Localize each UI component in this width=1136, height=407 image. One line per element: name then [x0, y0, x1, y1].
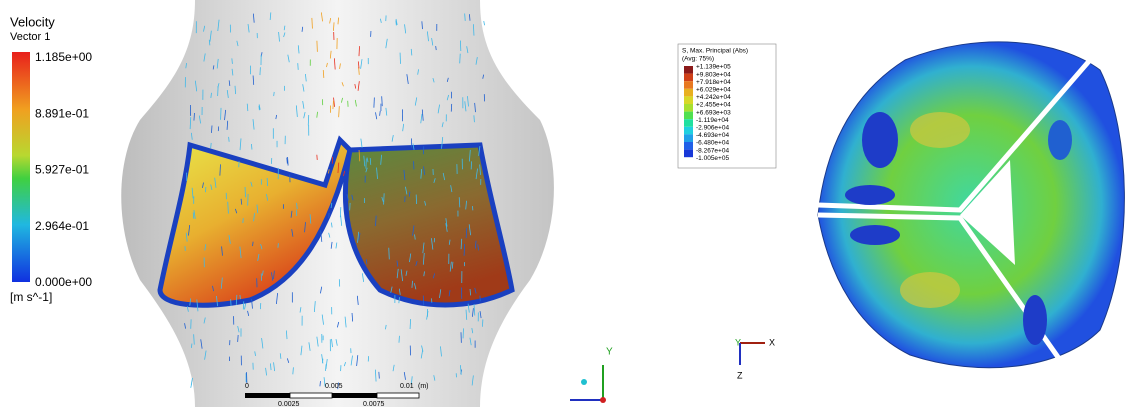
velocity-vector — [464, 244, 465, 256]
velocity-vector — [229, 137, 230, 142]
triad-label: Y — [735, 337, 741, 347]
stress-scale: +1.139e+05+9.803e+04+7.918e+04+6.029e+04… — [684, 64, 731, 162]
stress-label: +4.242e+04 — [696, 94, 731, 101]
stress-region — [862, 112, 898, 168]
colorbar-label: 2.964e-01 — [35, 219, 89, 233]
velocity-vector — [370, 158, 371, 165]
stress-swatch — [684, 142, 693, 150]
colorbar-label: 1.185e+00 — [35, 50, 92, 64]
velocity-vector — [211, 125, 212, 132]
scale-segment — [377, 393, 419, 398]
velocity-vector — [389, 248, 390, 260]
stress-label: -6.480e+04 — [696, 140, 729, 147]
scale-label: 0.0075 — [363, 401, 385, 407]
scale-unit: (m) — [418, 383, 429, 390]
scale-label: 0.005 — [325, 383, 343, 390]
velocity-vector — [470, 289, 471, 295]
scale-label: 0 — [245, 383, 249, 390]
velocity-vector — [232, 58, 233, 64]
stress-label: -1.119e+04 — [696, 117, 729, 124]
stress-swatch — [684, 81, 693, 89]
stress-region — [850, 225, 900, 245]
colorbar-label: 8.891e-01 — [35, 106, 89, 120]
stress-swatch — [684, 127, 693, 135]
stress-swatch — [684, 150, 693, 158]
triad-origin — [600, 397, 606, 403]
stress-label: +6.029e+04 — [696, 87, 731, 94]
figure: Velocity Vector 1 [m s^-1] Y S, Max. Pri… — [0, 0, 1136, 407]
colorbar-label: 0.000e+00 — [35, 275, 92, 289]
triad-label: Y — [606, 347, 613, 358]
velocity-vector — [287, 158, 288, 164]
velocity-vector — [253, 242, 254, 246]
stress-label: -4.693e+04 — [696, 132, 729, 139]
triad-label: X — [769, 337, 775, 347]
velocity-vector — [384, 193, 385, 204]
stress-swatch — [684, 112, 693, 120]
velocity-vector — [267, 178, 268, 186]
stress-label: +7.918e+04 — [696, 79, 731, 86]
stress-swatch — [684, 119, 693, 127]
velocity-vector — [460, 54, 461, 64]
triad-label: Z — [737, 370, 743, 380]
stress-label: -8.267e+04 — [696, 147, 729, 154]
legend-title: Velocity — [10, 14, 55, 29]
velocity-vector — [288, 157, 289, 166]
velocity-colorbar — [12, 52, 30, 282]
velocity-vector — [396, 20, 397, 25]
stress-swatch — [684, 66, 693, 74]
stress-label: +6.693e+03 — [696, 109, 731, 116]
velocity-vector — [474, 115, 475, 122]
stress-swatch — [684, 74, 693, 82]
right-leaflet — [345, 145, 512, 305]
stress-label: +9.803e+04 — [696, 71, 731, 78]
velocity-vector — [473, 24, 474, 35]
stress-legend-subtitle: (Avg: 75%) — [682, 56, 714, 63]
legend-unit: [m s^-1] — [10, 290, 52, 304]
velocity-vector — [235, 86, 236, 94]
scale-segment — [332, 393, 377, 398]
velocity-vector — [412, 281, 413, 288]
velocity-vector — [333, 101, 334, 109]
scale-segment — [290, 393, 332, 398]
stress-swatch — [684, 104, 693, 112]
stress-region — [1023, 295, 1047, 345]
velocity-vector — [469, 14, 470, 21]
stress-label: +1.139e+05 — [696, 64, 731, 71]
figure-canvas: Velocity Vector 1 [m s^-1] Y S, Max. Pri… — [0, 0, 1136, 407]
stress-swatch — [684, 96, 693, 104]
velocity-vector — [484, 21, 485, 25]
velocity-vector — [436, 46, 437, 50]
velocity-vector — [423, 296, 424, 306]
stress-swatch — [684, 89, 693, 97]
triad-marker — [581, 379, 587, 385]
velocity-vector — [251, 144, 252, 150]
stress-label: +2.455e+04 — [696, 102, 731, 109]
colorbar-label: 5.927e-01 — [35, 163, 89, 177]
stress-region — [1048, 120, 1072, 160]
stress-region — [910, 112, 970, 148]
velocity-vector — [211, 143, 212, 148]
velocity-vector — [194, 113, 195, 121]
stress-region — [900, 272, 960, 308]
stress-region — [845, 185, 895, 205]
scale-label: 0.01 — [400, 383, 414, 390]
velocity-vector — [274, 92, 275, 96]
scale-segment — [245, 393, 290, 398]
legend-subtitle: Vector 1 — [10, 31, 50, 43]
stress-label: -1.005e+05 — [696, 155, 729, 162]
velocity-vector — [410, 319, 411, 329]
scale-label: 0.0025 — [278, 401, 300, 407]
stress-label: -2.906e+04 — [696, 125, 729, 132]
velocity-vector — [191, 384, 192, 388]
velocity-vector — [465, 14, 466, 21]
stress-swatch — [684, 134, 693, 142]
velocity-vector — [359, 46, 360, 56]
stress-legend-title: S, Max. Principal (Abs) — [682, 48, 748, 55]
velocity-vector — [191, 344, 192, 348]
